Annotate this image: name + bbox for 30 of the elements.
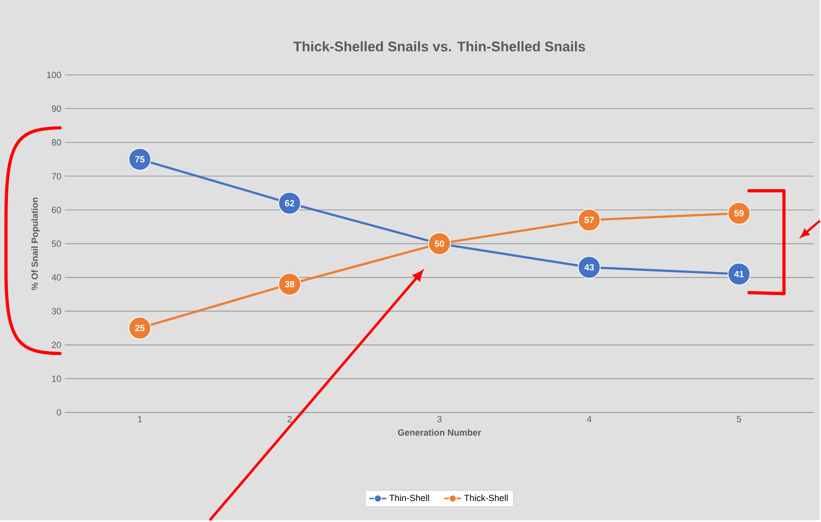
y-tick-label: 80	[52, 139, 62, 146]
data-label: 43	[584, 264, 594, 271]
x-tick-label: 4	[586, 416, 592, 422]
legend-label: Thick-Shell	[464, 494, 508, 502]
data-label: 50	[434, 240, 444, 248]
y-tick-label: 10	[52, 376, 62, 382]
y-tick-label: 60	[52, 206, 62, 214]
x-tick-label: 3	[437, 416, 442, 423]
y-axis-title: % Of Snail Population	[31, 198, 40, 290]
legend-label: Thin-Shell	[389, 494, 429, 502]
y-tick-label: 30	[52, 308, 62, 315]
chart-title: Thick-Shelled Snails vs. Thin-Shelled Snails	[293, 41, 586, 52]
data-label: 75	[135, 156, 145, 163]
y-tick-label: 90	[52, 106, 62, 112]
x-axis-title: Generation Number	[398, 429, 482, 436]
data-label: 41	[734, 271, 744, 278]
x-tick-label: 2	[288, 416, 292, 422]
y-tick-label: 100	[47, 72, 62, 78]
data-label: 25	[135, 325, 145, 332]
y-tick-label: 20	[52, 342, 62, 348]
y-tick-label: 70	[52, 173, 62, 180]
y-tick-label: 50	[52, 240, 62, 248]
data-label: 38	[284, 281, 294, 288]
data-label: 57	[584, 217, 594, 224]
y-tick-label: 40	[52, 274, 62, 281]
data-label: 62	[284, 200, 294, 207]
x-tick-label: 5	[736, 416, 742, 422]
x-tick-label: 1	[138, 416, 142, 422]
y-tick-label: 0	[56, 409, 62, 416]
data-label: 59	[734, 210, 744, 217]
